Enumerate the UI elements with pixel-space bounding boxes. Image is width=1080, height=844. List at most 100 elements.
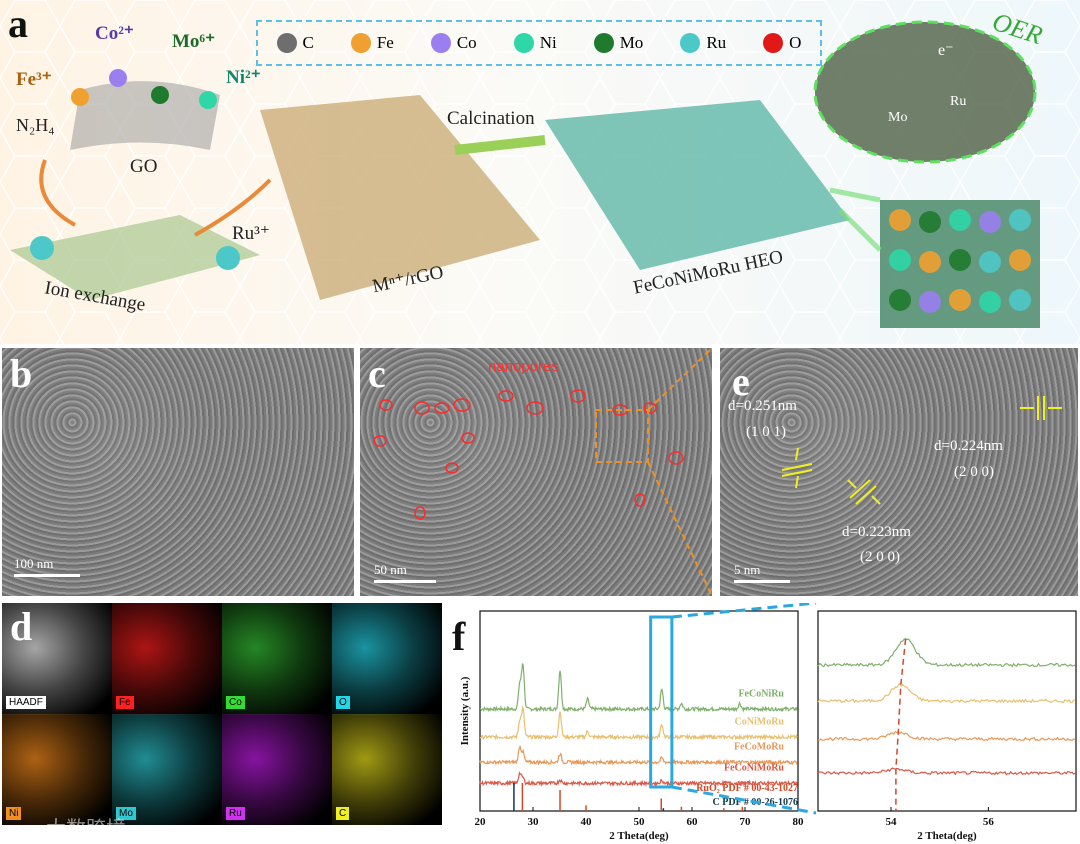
xrd-chart: 20 30 40 50 60 70 80 2 Theta(deg) Intensity (a.u… — [459, 603, 1077, 842]
series-line-fecomoru — [479, 745, 798, 767]
scale-label-e: 5 nm — [734, 562, 761, 577]
series-label-fecomoru: FeCoMoRu — [734, 742, 784, 753]
nanopores-label: nanopores — [488, 358, 559, 375]
inset-x-tick-label-54: 54 — [886, 816, 898, 828]
panel-b-tem-image: b 100 nm — [2, 348, 354, 596]
legend-swatch-ni — [513, 33, 534, 53]
eds-label-fe: Fe — [116, 696, 134, 709]
x-axis-label: 2 Theta(deg) — [609, 830, 669, 842]
hkl-2: (2 0 0) — [954, 464, 994, 480]
series-label-feconiru: FeCoNiRu — [738, 688, 784, 699]
legend-label-co: Co — [456, 33, 477, 52]
legend-swatch-o — [763, 33, 784, 53]
ion-ru-label: Ru³⁺ — [232, 223, 270, 244]
n2h4-label: N₂H₄ — [16, 115, 55, 135]
peak-shift-guide — [895, 638, 907, 811]
legend-item-co: Co — [430, 33, 477, 53]
legend-item-o: O — [763, 33, 801, 53]
panel-e-hrtem-image: e d=0.251nm (1 0 1) d=0.224nm (2 0 0) d=… — [720, 348, 1078, 596]
panel-a: a C Fe Co Ni Mo Ru O Co²⁺ Mo⁶⁺ Fe³⁺ Ni²⁺… — [0, 0, 1080, 344]
inset-x-axis-label: 2 Theta(deg) — [917, 830, 977, 842]
zoom-region-box — [649, 615, 674, 789]
panel-e-label: e — [732, 359, 750, 404]
series-label-feconimoru: FeCoNiMoRu — [724, 763, 784, 774]
legend-swatch-mo — [593, 33, 614, 53]
hkl-1: (1 0 1) — [746, 424, 786, 440]
eds-map-o: O — [332, 603, 442, 715]
calcination-label: Calcination — [447, 108, 535, 129]
legend-swatch-ru — [680, 33, 701, 53]
x-tick-label-40: 40 — [581, 816, 593, 828]
inset-x-tick-label-56: 56 — [983, 816, 995, 828]
eds-map-co: Co — [222, 603, 332, 715]
scale-bar-c — [374, 580, 436, 583]
series-line-feconiru — [479, 663, 798, 713]
legend-swatch-fe — [350, 33, 371, 53]
go-label: GO — [130, 156, 158, 177]
eds-label-o: O — [336, 696, 350, 709]
ion-ni-label: Ni²⁺ — [226, 67, 261, 88]
eds-map-ni: Ni — [2, 714, 112, 825]
eds-map-ru: Ru — [222, 714, 332, 825]
series-label-conimoru: CoNiMoRu — [735, 716, 785, 727]
electron-label: e⁻ — [938, 42, 954, 59]
hkl-3: (2 0 0) — [860, 549, 900, 565]
eds-label-c: C — [336, 807, 350, 820]
panel-d-label: d — [10, 604, 33, 649]
eds-label-co: Co — [226, 696, 245, 709]
panel-a-label: a — [8, 1, 28, 46]
inset-series-line-feconiru — [817, 638, 1076, 668]
panel-b-label: b — [10, 351, 33, 396]
inset-series-line-feconimoru — [817, 767, 1076, 776]
inset-plot-frame — [817, 610, 1077, 812]
legend-swatch-c — [276, 33, 297, 53]
main-plot-frame — [479, 610, 799, 812]
panel-c-label: c — [368, 351, 386, 396]
ion-fe-label: Fe³⁺ — [16, 69, 52, 90]
schematic-illustration — [0, 0, 1080, 344]
x-tick-label-50: 50 — [634, 816, 646, 828]
x-tick-label-70: 70 — [740, 816, 752, 828]
d-spacing-2: d=0.224nm — [934, 438, 1003, 454]
eds-label-ru: Ru — [226, 807, 245, 820]
eds-map-haadf: HAADF — [2, 603, 112, 715]
ion-co-label: Co²⁺ — [95, 23, 134, 44]
d-spacing-1: d=0.251nm — [728, 398, 797, 414]
eds-label-haadf: HAADF — [6, 696, 46, 709]
panel-f-label: f — [452, 614, 466, 659]
eds-label-ni: Ni — [6, 807, 22, 820]
reference-label-0: RuO₂ PDF # 00-43-1027 — [696, 783, 798, 794]
lattice-fringe-markers — [781, 396, 1062, 505]
x-tick-label-20: 20 — [475, 816, 487, 828]
legend-label-fe: Fe — [376, 33, 394, 52]
scale-label-b: 100 nm — [14, 556, 54, 571]
legend-label-c: C — [302, 33, 314, 52]
legend-item-mo: Mo — [593, 33, 644, 53]
x-tick-label-80: 80 — [793, 816, 805, 828]
nanopore-markers — [373, 348, 712, 596]
scale-bar-e — [734, 580, 790, 583]
x-tick-label-30: 30 — [528, 816, 540, 828]
d-spacing-3: d=0.223nm — [842, 524, 911, 540]
ion-mo-label: Mo⁶⁺ — [172, 31, 216, 52]
y-axis-label: Intensity (a.u.) — [459, 676, 471, 745]
inset-series-line-conimoru — [817, 682, 1076, 704]
legend-swatch-co — [430, 33, 451, 53]
eds-map-mo: Mo — [112, 714, 222, 825]
eds-map-c: C — [332, 714, 442, 825]
legend-label-o: O — [789, 33, 802, 52]
legend-label-mo: Mo — [619, 33, 644, 52]
ru-atom-label: Ru — [950, 94, 967, 109]
scale-label-c: 50 nm — [374, 562, 407, 577]
element-legend: C Fe Co Ni Mo Ru O — [256, 20, 822, 66]
zoom-connector-bottom — [671, 785, 817, 815]
series-line-feconimoru — [479, 771, 798, 788]
panel-f-xrd: f 20 30 40 50 60 70 80 2 Theta(deg) Intensity (a… — [444, 603, 1080, 844]
legend-item-c: C — [276, 33, 314, 53]
eds-map-fe: Fe — [112, 603, 222, 715]
legend-item-ni: Ni — [513, 33, 557, 53]
legend-label-ni: Ni — [539, 33, 557, 52]
eds-label-mo: Mo — [116, 807, 136, 820]
legend-item-ru: Ru — [680, 33, 726, 53]
panel-c-tem-image: c nanopores 50 nm — [360, 348, 712, 596]
